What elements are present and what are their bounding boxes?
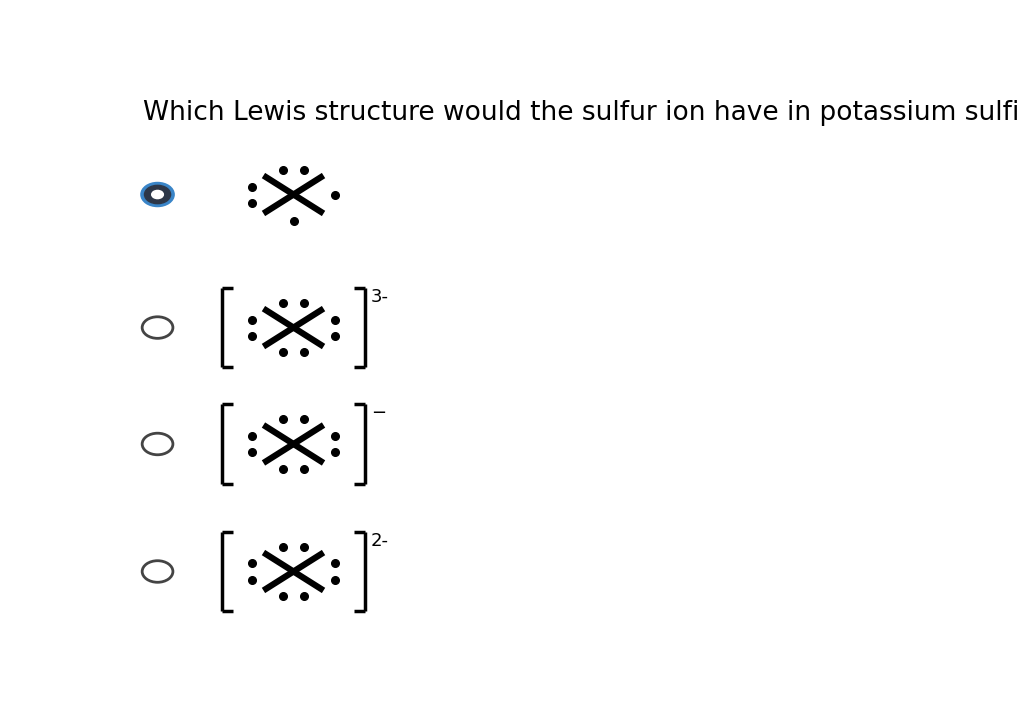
Text: 3-: 3- bbox=[371, 288, 388, 306]
Text: 2-: 2- bbox=[371, 531, 388, 549]
Text: Which Lewis structure would the sulfur ion have in potassium sulfide?: Which Lewis structure would the sulfur i… bbox=[143, 100, 1019, 126]
Circle shape bbox=[152, 190, 163, 199]
Circle shape bbox=[145, 185, 170, 204]
Text: −: − bbox=[371, 404, 386, 422]
